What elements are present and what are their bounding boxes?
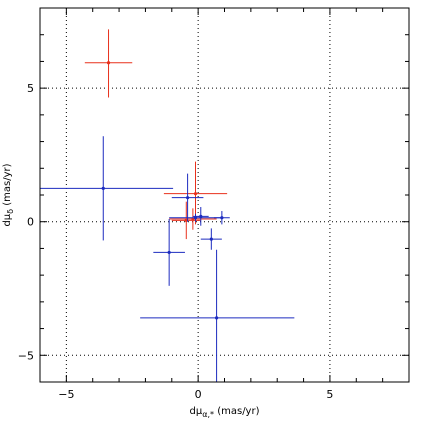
y-axis-label: dμδ (mas/yr) — [2, 163, 15, 226]
point-marker — [193, 192, 198, 196]
data-point — [40, 136, 174, 241]
axis-ticks: −5 0 5 −5 0 5 — [18, 7, 410, 401]
data-point — [213, 211, 230, 225]
y-tick-label: −5 — [18, 349, 34, 362]
x-tick-label: 5 — [326, 388, 333, 401]
data-point — [140, 249, 295, 382]
data-point — [171, 201, 201, 240]
data-point — [200, 228, 222, 250]
plot-frame — [39, 7, 410, 383]
y-tick-label: 0 — [27, 216, 34, 229]
x-tick-label: 0 — [195, 388, 202, 401]
x-axis-label: dμα,* (mas/yr) — [189, 406, 259, 419]
point-marker — [101, 186, 105, 190]
point-marker — [106, 61, 111, 65]
point-marker — [209, 237, 213, 241]
point-marker — [167, 250, 171, 255]
data-point — [169, 213, 222, 222]
point-marker — [214, 316, 219, 320]
point-marker — [193, 216, 198, 220]
point-marker — [186, 196, 190, 200]
data-point — [192, 207, 209, 226]
point-marker — [199, 214, 203, 218]
data-point — [84, 29, 133, 98]
x-tick-label: −5 — [58, 388, 74, 401]
data-point — [169, 208, 217, 230]
point-marker — [191, 217, 195, 221]
grid-lines — [40, 8, 409, 382]
data-point — [153, 219, 185, 286]
point-marker — [220, 216, 224, 220]
data-points — [40, 29, 295, 382]
data-point — [171, 173, 204, 222]
y-tick-label: 5 — [27, 82, 34, 95]
point-marker — [184, 218, 188, 222]
